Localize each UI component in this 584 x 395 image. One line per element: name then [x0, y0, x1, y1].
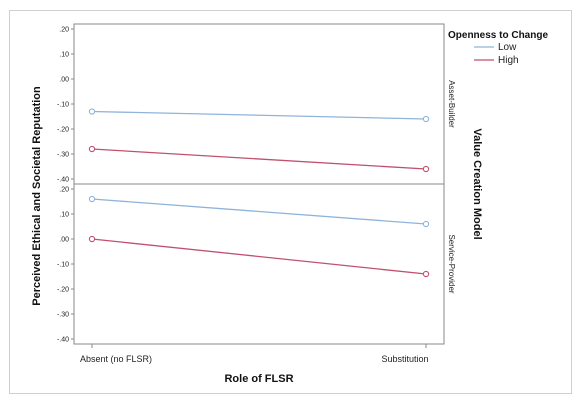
- y-tick-label: -.30: [57, 152, 69, 159]
- legend-label-high: High: [498, 55, 519, 66]
- legend-title: Openness to Change: [448, 30, 548, 41]
- y-tick-label: -.40: [57, 177, 69, 184]
- data-point-low: [88, 195, 96, 203]
- panel-group-title: Value Creation Model: [471, 128, 483, 239]
- series-line-low: [91, 198, 427, 225]
- y-tick-label: .00: [59, 77, 69, 84]
- y-tick-label: -.10: [57, 102, 69, 109]
- series-line-high: [91, 148, 427, 170]
- data-point-high: [422, 270, 430, 278]
- y-tick-label: .20: [59, 27, 69, 34]
- data-point-high: [88, 145, 96, 153]
- panel-border: [73, 23, 445, 185]
- data-point-low: [422, 115, 430, 123]
- x-axis-title: Role of FLSR: [224, 373, 293, 385]
- y-tick-label: -.40: [57, 337, 69, 344]
- data-point-high: [88, 235, 96, 243]
- panel-asset-builder: .20 .10 .00 -.10 -.20 -.30 -.40 Asset-Builder: [57, 23, 456, 185]
- y-tick-label: .20: [59, 187, 69, 194]
- series-line-low: [91, 110, 427, 120]
- x-tick-label: Substitution: [381, 354, 428, 364]
- panel-border: [73, 183, 445, 345]
- x-axis: Absent (no FLSR) Substitution: [80, 344, 429, 364]
- series-line-high: [91, 238, 427, 275]
- legend: Openness to Change Low High: [448, 30, 548, 66]
- y-tick-label: .00: [59, 237, 69, 244]
- panel-strip-label: Service-Provider: [447, 234, 456, 293]
- y-tick-label: -.10: [57, 262, 69, 269]
- y-tick-label: -.30: [57, 312, 69, 319]
- x-tick-label: Absent (no FLSR): [80, 354, 152, 364]
- y-tick-label: -.20: [57, 127, 69, 134]
- legend-label-low: Low: [498, 42, 517, 53]
- panel-strip-label: Asset-Builder: [447, 80, 456, 128]
- y-tick-label: .10: [59, 52, 69, 59]
- data-point-low: [88, 108, 96, 115]
- data-point-high: [422, 165, 430, 173]
- y-tick-label: -.20: [57, 287, 69, 294]
- y-tick-label: .10: [59, 212, 69, 219]
- panel-service-provider: .20 .10 .00 -.10 -.20 -.30 -.40 Service-Provide…: [57, 183, 456, 345]
- y-axis-title: Perceived Ethical and Societal Reputatio…: [31, 86, 43, 306]
- data-point-low: [422, 220, 430, 228]
